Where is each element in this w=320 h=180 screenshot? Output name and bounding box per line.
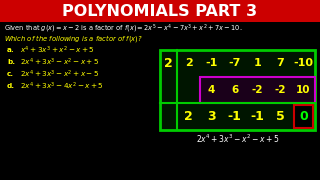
Text: b.: b. (7, 59, 15, 65)
Text: 2: 2 (184, 110, 193, 123)
Bar (294, 105, 313, 128)
Bar (0, 0, 320, 22)
Text: 7: 7 (276, 58, 284, 68)
Text: 1: 1 (254, 58, 261, 68)
Text: c.: c. (7, 71, 14, 77)
Bar (160, 50, 315, 130)
Text: -7: -7 (228, 58, 241, 68)
Text: -10: -10 (293, 58, 314, 68)
Text: Given that $g(x) = x - 2$ is a factor of $f(x) = 2x^5 - x^4 - 7x^3 + x^2 + 7x - : Given that $g(x) = x - 2$ is a factor of… (4, 23, 243, 35)
Text: $2x^4 + 3x^3 - 4x^2 - x + 5$: $2x^4 + 3x^3 - 4x^2 - x + 5$ (20, 80, 104, 92)
Text: 2: 2 (185, 58, 192, 68)
Text: -1: -1 (228, 110, 241, 123)
Text: 4: 4 (208, 85, 215, 95)
Text: $2x^4 + 3x^3 - x^2 - x + 5$: $2x^4 + 3x^3 - x^2 - x + 5$ (20, 56, 99, 68)
Text: -2: -2 (252, 85, 263, 95)
Text: 3: 3 (207, 110, 216, 123)
Text: $x^4 + 3x^3 + x^2 - x + 5$: $x^4 + 3x^3 + x^2 - x + 5$ (20, 44, 95, 56)
Text: -1: -1 (251, 110, 264, 123)
Text: 10: 10 (296, 85, 311, 95)
Text: 5: 5 (276, 110, 285, 123)
Text: d.: d. (7, 83, 15, 89)
Text: POLYNOMIALS PART 3: POLYNOMIALS PART 3 (62, 3, 258, 19)
Text: $2x^4 + 3x^3 - x^2 + x - 5$: $2x^4 + 3x^3 - x^2 + x - 5$ (20, 68, 99, 80)
Text: -2: -2 (275, 85, 286, 95)
Text: a.: a. (7, 47, 15, 53)
Text: 6: 6 (231, 85, 238, 95)
Text: Which of the following is a factor of $f(x)$?: Which of the following is a factor of $f… (4, 33, 143, 44)
Text: 2: 2 (164, 57, 173, 70)
Bar (200, 77, 315, 103)
Text: -1: -1 (205, 58, 218, 68)
Text: $2x^4 + 3x^3 - x^2 - x + 5$: $2x^4 + 3x^3 - x^2 - x + 5$ (196, 133, 279, 145)
Text: 0: 0 (299, 110, 308, 123)
